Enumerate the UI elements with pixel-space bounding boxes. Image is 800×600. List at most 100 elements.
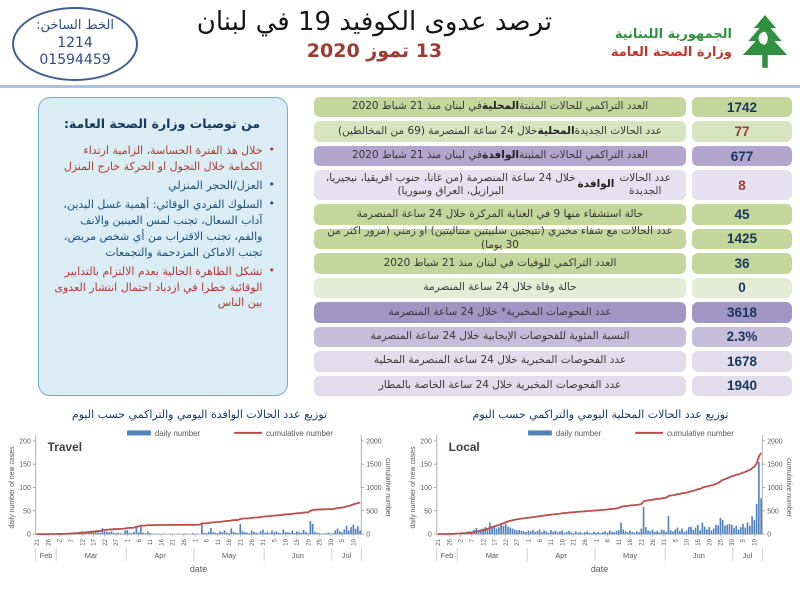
svg-text:Mar: Mar	[486, 551, 499, 560]
header: الخط الساخن: 1214 01594459 ترصد عدوى الك…	[0, 0, 800, 88]
svg-text:5: 5	[741, 538, 747, 542]
svg-text:6: 6	[205, 538, 211, 542]
svg-text:15: 15	[295, 538, 301, 545]
svg-text:17: 17	[493, 539, 499, 546]
svg-text:Jul: Jul	[743, 551, 753, 560]
recommendation-item: • السلوك الفردي الوقائي: أهمية غسل اليدين…	[49, 197, 275, 261]
svg-text:26: 26	[583, 538, 589, 545]
svg-text:12: 12	[481, 539, 487, 546]
svg-text:Jul: Jul	[342, 551, 352, 560]
hotline-badge: الخط الساخن: 1214 01594459	[12, 7, 138, 81]
svg-text:20: 20	[707, 538, 713, 545]
svg-text:16: 16	[159, 538, 165, 545]
local-chart-block: توزيع عدد الحالات المحلية اليومي والتراك…	[407, 400, 794, 580]
y-axis-left: 0 50 100 150 200	[19, 438, 36, 539]
axes	[436, 434, 763, 535]
y-axis-right: 0 500 1000 1500 2000	[762, 438, 783, 539]
axes	[35, 434, 362, 535]
stat-value: 1425	[692, 228, 792, 250]
y-axis-left: 0 50 100 150 200	[420, 438, 437, 539]
stat-label: النسبة المئوية للفحوصات الإيجابية خلال 2…	[314, 326, 686, 348]
svg-text:2: 2	[58, 539, 64, 542]
local-chart-title: توزيع عدد الحالات المحلية اليومي والتراك…	[472, 408, 729, 421]
svg-text:21: 21	[436, 538, 442, 545]
ministry-line2: وزارة الصحة العامة	[610, 45, 732, 60]
table-row: 0 حالة وفاة خلال 24 ساعة المنصرمة	[314, 277, 792, 299]
svg-text:5: 5	[340, 538, 346, 542]
stat-label: عدد الحالات الجديدة المحلية خلال 24 ساعة…	[314, 121, 686, 142]
travel-chart-title: توزيع عدد الحالات الوافدة اليومي والتراك…	[71, 408, 328, 421]
recommendations-panel: من توصيات وزارة الصحة العامة: • خلال هذ ا…	[38, 97, 288, 396]
y-axis-title-right: cumulative number	[384, 458, 391, 517]
stat-value: 77	[692, 121, 792, 142]
table-row: 1678 عدد الفحوصات المخبرية خلال 24 ساعة ا…	[314, 351, 792, 372]
daily-bars	[437, 461, 762, 535]
local-chart: 0 50 100 150 200 0 500 1000 1500 2000 21 26 2 7 12 17 22…	[407, 423, 794, 580]
svg-text:27: 27	[515, 539, 521, 546]
svg-text:10: 10	[685, 538, 691, 545]
svg-text:26: 26	[447, 538, 453, 545]
stats-table: 1742 العدد التراكمي للحالات المثبتة المحل…	[314, 97, 792, 397]
svg-text:5: 5	[673, 538, 679, 542]
stat-label: العدد التراكمي للوفيات في لبنان منذ 21 ش…	[314, 253, 686, 274]
stat-value: 36	[692, 253, 792, 274]
recommendation-item: • خلال هذ الفترة الحساسة، الزامية ارتداء …	[49, 143, 275, 175]
svg-text:21: 21	[35, 538, 41, 545]
svg-text:25: 25	[719, 538, 725, 545]
table-row: 1940 عدد الفحوصات المخبرية خلال 24 ساعة ا…	[314, 375, 792, 397]
svg-text:21: 21	[238, 538, 244, 545]
svg-text:May: May	[222, 551, 236, 560]
stat-label: العدد التراكمي للحالات المثبتة المحلية ف…	[314, 97, 686, 118]
bullet-icon: •	[268, 196, 276, 210]
hotline-number-long: 01594459	[39, 52, 111, 69]
svg-text:Feb: Feb	[40, 551, 53, 560]
stat-value: 0	[692, 277, 792, 299]
svg-text:16: 16	[560, 538, 566, 545]
report-date: 13 تموز 2020	[306, 40, 443, 62]
recommendation-text: السلوك الفردي الوقائي: أهمية غسل اليدين،…	[63, 197, 263, 259]
svg-text:2000: 2000	[767, 438, 783, 445]
svg-text:Mar: Mar	[85, 551, 98, 560]
chart-name: Local	[449, 440, 480, 454]
x-tick-labels: 21 26 2 7 12 17 22 27 1 6 11 16 21 26 1 6 11 16 21 26 31 5 10 1…	[35, 534, 357, 546]
svg-text:26: 26	[250, 538, 256, 545]
stat-value: 45	[692, 204, 792, 225]
svg-text:22: 22	[103, 539, 109, 546]
svg-text:100: 100	[420, 485, 432, 492]
svg-text:1: 1	[527, 538, 533, 542]
svg-text:May: May	[623, 551, 637, 560]
stat-value: 1678	[692, 351, 792, 372]
cumulative-line	[36, 501, 361, 536]
svg-text:22: 22	[504, 539, 510, 546]
stat-label: عدد الفحوصات المخبرية* خلال 24 ساعة المن…	[314, 302, 686, 323]
svg-text:200: 200	[420, 438, 432, 445]
svg-text:1000: 1000	[767, 485, 783, 492]
svg-text:50: 50	[23, 508, 31, 515]
table-row: 77 عدد الحالات الجديدة المحلية خلال 24 سا…	[314, 121, 792, 142]
svg-text:21: 21	[572, 538, 578, 545]
table-row: 1425 عدد الحالات مع شفاء مخبري (نتيجتين س…	[314, 225, 792, 251]
stat-value: 1940	[692, 375, 792, 397]
svg-text:10: 10	[284, 538, 290, 545]
svg-text:26: 26	[46, 538, 52, 545]
cedar-tree-icon	[740, 13, 790, 75]
svg-text:150: 150	[420, 462, 432, 469]
svg-text:1000: 1000	[366, 485, 382, 492]
svg-text:21: 21	[639, 538, 645, 545]
month-labels: Feb Mar Apr May Jun Jul	[436, 548, 763, 561]
x-axis-title: date	[591, 564, 608, 574]
svg-text:500: 500	[767, 508, 779, 515]
svg-text:500: 500	[366, 508, 378, 515]
table-row: 45 حالة استشفاء منها 9 في العناية المركزة…	[314, 204, 792, 225]
stat-value: 1742	[692, 97, 792, 118]
table-row: 1742 العدد التراكمي للحالات المثبتة المحل…	[314, 97, 792, 118]
svg-text:5: 5	[272, 538, 278, 542]
x-tick-labels: 21 26 2 7 12 17 22 27 1 6 11 16 21 26 1 6 11 16 21 26 31 5 10 1…	[436, 534, 758, 546]
svg-text:31: 31	[261, 538, 267, 545]
svg-text:16: 16	[227, 538, 233, 545]
main-content: من توصيات وزارة الصحة العامة: • خلال هذ ا…	[0, 88, 800, 400]
svg-text:10: 10	[351, 538, 357, 545]
recommendation-text: خلال هذ الفترة الحساسة، الزامية ارتداء ا…	[63, 144, 263, 173]
recommendations-list: • خلال هذ الفترة الحساسة، الزامية ارتداء …	[49, 143, 275, 311]
